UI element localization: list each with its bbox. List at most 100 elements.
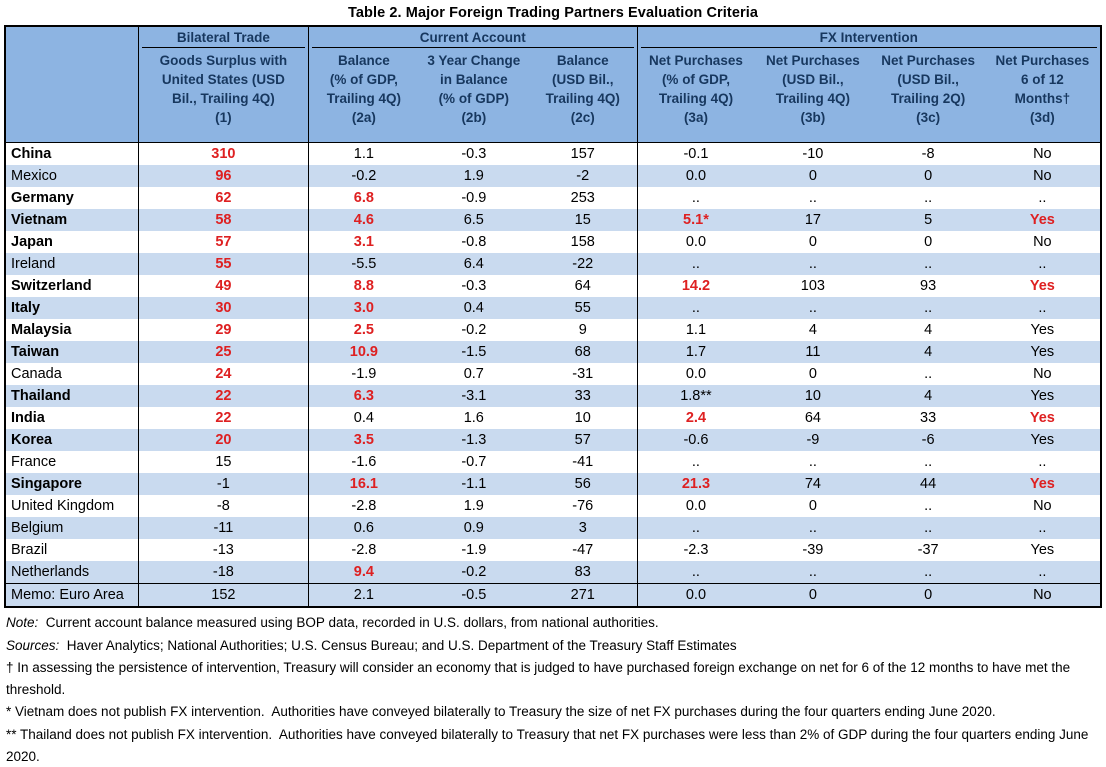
table-row: Korea 20 3.5 -1.3 57 -0.6 -9 -6 Yes: [5, 429, 1101, 451]
value-cell: -3.1: [461, 388, 487, 404]
value-cell: 0.4: [463, 300, 484, 316]
value-cell: 20: [137, 429, 309, 451]
group-header-row: Bilateral Trade Current Account FX Inter…: [5, 26, 1101, 143]
value-cell: Yes: [1030, 344, 1055, 360]
value-cell: 33: [920, 410, 937, 426]
value-cell: Yes: [1030, 322, 1055, 338]
note-text: * Vietnam does not publish FX interventi…: [6, 704, 996, 720]
table-body: China 310 1.1 -0.3 157 -0.1 -10 -8 No Mexico 96 -0.…: [5, 142, 1101, 607]
value-cell: -0.1: [636, 142, 755, 165]
value-cell: -0.5: [461, 587, 487, 603]
value-cell: -31: [572, 366, 594, 382]
value-cell: 1.1: [636, 319, 755, 341]
value-cell: Yes: [1030, 432, 1055, 448]
value-cell: -1.1: [461, 476, 487, 492]
value-cell: -47: [572, 542, 594, 558]
country-cell: Switzerland: [11, 278, 92, 294]
value-cell: 15: [137, 451, 309, 473]
value-cell: ..: [924, 520, 933, 536]
country-cell: Malaysia: [11, 322, 72, 338]
value-cell: 3.1: [308, 231, 419, 253]
table-row: Thailand 22 6.3 -3.1 33 1.8** 10 4 Yes: [5, 385, 1101, 407]
value-cell: ..: [1038, 564, 1047, 580]
value-cell: 22: [137, 385, 309, 407]
value-cell: 83: [574, 564, 591, 580]
value-cell: 64: [804, 410, 821, 426]
value-cell: -0.2: [461, 564, 487, 580]
value-cell: ..: [636, 451, 755, 473]
note-prefix: Sources:: [6, 637, 60, 653]
value-cell: 1.9: [463, 498, 484, 514]
country-cell: Mexico: [11, 168, 57, 184]
value-cell: 0: [924, 234, 933, 250]
value-cell: 10: [574, 410, 591, 426]
value-cell: 33: [574, 388, 591, 404]
country-cell: Belgium: [11, 520, 64, 536]
value-cell: ..: [808, 520, 817, 536]
value-cell: 0: [924, 587, 933, 603]
note-line: Sources: Haver Analytics; National Autho…: [6, 635, 1098, 657]
value-cell: -1: [137, 473, 309, 495]
table-row: Japan 57 3.1 -0.8 158 0.0 0 0 No: [5, 231, 1101, 253]
value-cell: 1.6: [463, 410, 484, 426]
country-cell: Brazil: [11, 542, 48, 558]
note-line: Note: Current account balance measured u…: [6, 612, 1098, 634]
corner-cell: [5, 26, 139, 143]
value-cell: ..: [1038, 454, 1047, 470]
value-cell: 55: [137, 253, 309, 275]
group-bilateral-trade: Bilateral Trade: [137, 26, 309, 48]
table-row: Belgium -11 0.6 0.9 3........: [5, 517, 1101, 539]
value-cell: ..: [636, 561, 755, 584]
value-cell: 21.3: [636, 473, 755, 495]
value-cell: 0.0: [636, 165, 755, 187]
value-cell: 24: [137, 363, 309, 385]
value-cell: 17: [804, 212, 821, 228]
table-row: Canada 24 -1.9 0.7 -31 0.0 0.. No: [5, 363, 1101, 385]
value-cell: 271: [570, 587, 595, 603]
value-cell: 1.7: [636, 341, 755, 363]
value-cell: -0.2: [461, 322, 487, 338]
value-cell: 9.4: [308, 561, 419, 584]
value-cell: No: [1033, 587, 1052, 603]
table-row: China 310 1.1 -0.3 157 -0.1 -10 -8 No: [5, 142, 1101, 165]
value-cell: -0.3: [461, 146, 487, 162]
value-cell: -9: [806, 432, 820, 448]
value-cell: 0: [808, 498, 817, 514]
country-cell: Italy: [11, 300, 41, 316]
value-cell: 62: [137, 187, 309, 209]
value-cell: ..: [924, 454, 933, 470]
value-cell: 6.8: [308, 187, 419, 209]
value-cell: -2: [576, 168, 590, 184]
note-text: Haver Analytics; National Authorities; U…: [59, 637, 737, 653]
value-cell: 157: [570, 146, 595, 162]
value-cell: -0.7: [461, 454, 487, 470]
country-cell: Germany: [11, 190, 74, 206]
value-cell: ..: [636, 187, 755, 209]
table-row: France 15 -1.6 -0.7 -41........: [5, 451, 1101, 473]
value-cell: -2.8: [308, 495, 419, 517]
value-cell: ..: [1038, 300, 1047, 316]
value-cell: 6.4: [463, 256, 484, 272]
value-cell: 0: [808, 234, 817, 250]
value-cell: -10: [802, 146, 824, 162]
col-header-2b: 3 Year Change in Balance (% of GDP) (2b): [418, 48, 529, 143]
table-row: Switzerland 49 8.8 -0.3 64 14.2 103 93 Yes: [5, 275, 1101, 297]
col-header-3d: Net Purchases 6 of 12 Months† (3d): [984, 48, 1101, 143]
value-cell: 29: [137, 319, 309, 341]
value-cell: 49: [137, 275, 309, 297]
footnotes: Note: Current account balance measured u…: [0, 608, 1106, 767]
value-cell: 3.5: [308, 429, 419, 451]
value-cell: -5.5: [308, 253, 419, 275]
table-row: Mexico 96 -0.2 1.9 -2 0.0 0 0 No: [5, 165, 1101, 187]
value-cell: -18: [137, 561, 309, 584]
value-cell: -1.9: [308, 363, 419, 385]
value-cell: 4: [924, 388, 933, 404]
value-cell: ..: [808, 564, 817, 580]
value-cell: 4: [924, 344, 933, 360]
table-row: Singapore -1 16.1 -1.1 56 21.3 74 44 Yes: [5, 473, 1101, 495]
value-cell: 30: [137, 297, 309, 319]
value-cell: Yes: [1030, 388, 1055, 404]
value-cell: -1.9: [461, 542, 487, 558]
value-cell: No: [1033, 168, 1052, 184]
note-prefix: Note:: [6, 615, 39, 630]
